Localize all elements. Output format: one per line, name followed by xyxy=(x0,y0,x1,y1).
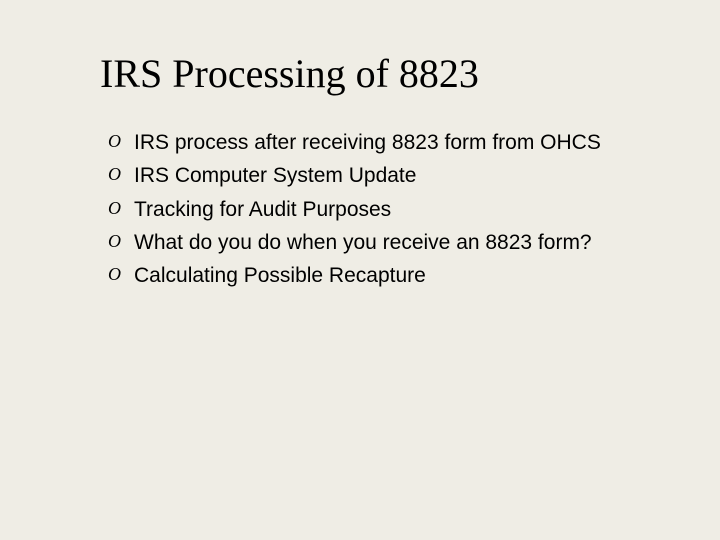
bullet-marker-icon: O xyxy=(108,163,121,186)
bullet-list: O IRS process after receiving 8823 form … xyxy=(90,129,650,289)
list-item: O What do you do when you receive an 882… xyxy=(108,229,650,256)
bullet-marker-icon: O xyxy=(108,263,121,286)
bullet-text: Calculating Possible Recapture xyxy=(134,264,426,287)
list-item: O Calculating Possible Recapture xyxy=(108,262,650,289)
bullet-marker-icon: O xyxy=(108,197,121,220)
list-item: O Tracking for Audit Purposes xyxy=(108,196,650,223)
bullet-text: Tracking for Audit Purposes xyxy=(134,198,391,221)
bullet-marker-icon: O xyxy=(108,230,121,253)
bullet-text: IRS Computer System Update xyxy=(134,164,416,187)
slide-container: IRS Processing of 8823 O IRS process aft… xyxy=(0,0,720,540)
list-item: O IRS process after receiving 8823 form … xyxy=(108,129,650,156)
bullet-text: IRS process after receiving 8823 form fr… xyxy=(134,131,601,154)
list-item: O IRS Computer System Update xyxy=(108,162,650,189)
bullet-text: What do you do when you receive an 8823 … xyxy=(134,231,592,254)
slide-title: IRS Processing of 8823 xyxy=(100,50,650,97)
bullet-marker-icon: O xyxy=(108,130,121,153)
